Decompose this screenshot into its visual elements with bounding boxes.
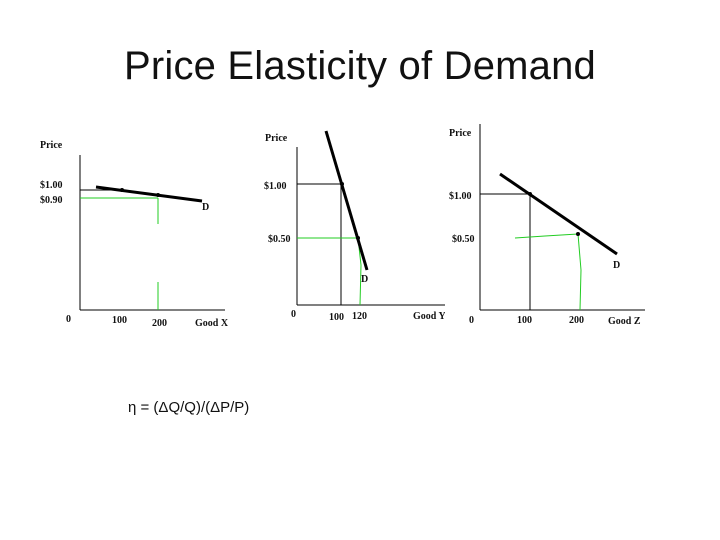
x-axis-label: Good X xyxy=(195,318,229,329)
x-tick-label-1: 100 xyxy=(329,312,344,323)
x-axis-label: Good Y xyxy=(413,311,445,322)
origin-label: 0 xyxy=(469,315,474,326)
y-tick-label-1: $1.00 xyxy=(264,181,287,192)
x-tick-label-2: 200 xyxy=(152,318,167,329)
demand-chart-good-y: Price $1.00 $0.50 D 0 100 120 Good Y xyxy=(264,130,445,323)
x-axis-label: Good Z xyxy=(608,316,641,327)
demand-chart-good-z: Price $1.00 $0.50 D 0 100 200 Good Z xyxy=(449,124,645,327)
guide-price-2 xyxy=(514,233,579,239)
demand-line xyxy=(324,130,369,271)
origin-label: 0 xyxy=(66,314,71,325)
x-tick-label-2: 120 xyxy=(352,311,367,322)
elasticity-formula: η = (ΔQ/Q)/(ΔP/P) xyxy=(128,399,250,416)
y-axis-label: Price xyxy=(40,140,63,151)
demand-curve-label: D xyxy=(361,274,368,285)
slide-title: Price Elasticity of Demand xyxy=(123,44,597,88)
y-axis-label: Price xyxy=(449,128,472,139)
y-tick-label-2: $0.90 xyxy=(40,195,63,206)
demand-line xyxy=(499,172,618,256)
y-tick-label-2: $0.50 xyxy=(268,234,291,245)
demand-point-2 xyxy=(156,193,160,197)
x-tick-label-1: 100 xyxy=(112,315,127,326)
demand-point-1 xyxy=(528,192,532,196)
y-axis-label: Price xyxy=(265,133,288,144)
demand-line xyxy=(95,185,203,203)
demand-point-2 xyxy=(576,232,580,236)
guide-qty-2 xyxy=(577,233,582,311)
demand-chart-good-x: Price $1.00 $0.90 D 0 100 200 Good X xyxy=(40,140,229,329)
demand-point-1 xyxy=(120,188,124,192)
demand-curve-label: D xyxy=(613,260,620,271)
demand-curve-label: D xyxy=(202,202,209,213)
x-tick-label-2: 200 xyxy=(569,315,584,326)
origin-label: 0 xyxy=(291,309,296,320)
y-tick-label-1: $1.00 xyxy=(449,191,472,202)
demand-point-2 xyxy=(356,236,360,240)
y-tick-label-2: $0.50 xyxy=(452,234,475,245)
demand-point-1 xyxy=(340,182,344,186)
y-tick-label-1: $1.00 xyxy=(40,180,63,191)
x-tick-label-1: 100 xyxy=(517,315,532,326)
